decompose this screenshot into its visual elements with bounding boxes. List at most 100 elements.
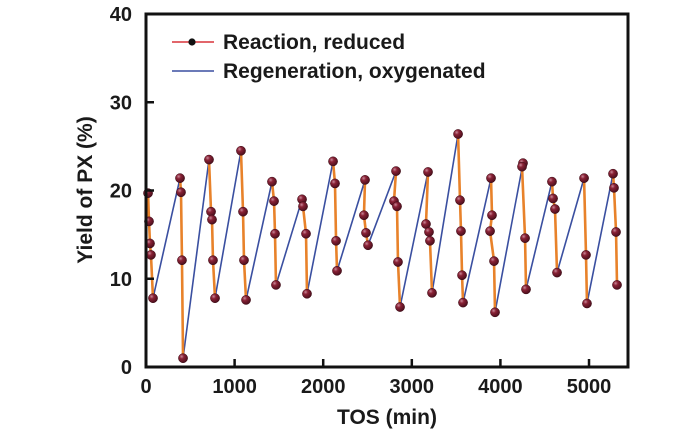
y-tick-label: 10: [110, 269, 132, 291]
legend-reaction-marker: [188, 38, 196, 46]
legend-item-reaction: Reaction, reduced: [172, 31, 405, 54]
reaction-data-point: [547, 176, 557, 187]
reaction-data-point: [146, 250, 156, 260]
reaction-data-point: [487, 210, 497, 221]
reaction-data-point: [330, 178, 340, 189]
reaction-line-segment: [488, 178, 497, 313]
reaction-line-segment: [550, 181, 559, 273]
reaction-line-segment: [392, 170, 402, 308]
reaction-data-point: [608, 168, 618, 179]
regeneration-line-segment: [214, 150, 242, 299]
reaction-data-point: [270, 228, 280, 239]
reaction-data-point: [360, 175, 370, 185]
reaction-data-point: [359, 210, 369, 221]
reaction-line-segment: [611, 173, 619, 285]
reaction-data-point: [361, 228, 371, 238]
reaction-data-point: [148, 293, 158, 304]
reaction-line-segment: [270, 181, 278, 285]
reaction-data-point: [301, 228, 311, 239]
x-tick-label: 0: [140, 376, 151, 398]
y-tick-label: 40: [110, 4, 132, 26]
reaction-data-point: [395, 302, 405, 312]
reaction-data-point: [458, 297, 468, 308]
reaction-data-point: [427, 288, 437, 298]
regeneration-line-segment: [494, 162, 524, 313]
reaction-line-segment: [300, 199, 309, 294]
reaction-data-point: [393, 257, 403, 267]
reaction-data-point: [271, 280, 281, 290]
reaction-line-segment: [520, 162, 528, 290]
reaction-data-point: [486, 173, 496, 183]
y-tick-label: 30: [110, 92, 132, 114]
reaction-data-point: [267, 176, 277, 187]
y-tick-label: 20: [110, 181, 132, 203]
legend-label-regeneration: Regeneration, oxygenated: [223, 60, 486, 83]
reaction-line-segment: [362, 179, 370, 246]
x-tick-label: 3000: [390, 376, 435, 398]
regeneration-line-segment: [336, 179, 366, 272]
x-tick-label: 2000: [301, 376, 346, 398]
reaction-data-point: [520, 233, 530, 244]
regeneration-line-segment: [152, 177, 181, 299]
reaction-data-point: [423, 167, 433, 177]
reaction-data-point: [579, 173, 589, 183]
y-tick-label: 0: [121, 357, 132, 379]
reaction-data-point: [328, 156, 338, 167]
regeneration-line-segment: [399, 171, 429, 308]
reaction-data-point: [485, 226, 495, 236]
regeneration-line-segment: [245, 181, 273, 301]
reaction-data-point: [332, 265, 342, 276]
reaction-data-point: [490, 307, 500, 318]
reaction-data-point: [548, 193, 558, 204]
reaction-data-point: [331, 235, 341, 246]
reaction-data-point: [392, 201, 402, 212]
reaction-line-segment: [178, 178, 185, 359]
legend-item-regeneration: Regeneration, oxygenated: [172, 60, 486, 83]
reaction-data-point: [178, 353, 188, 364]
y-axis-ticks: 0 10 20 30 40: [110, 4, 154, 379]
reaction-data-point: [269, 196, 279, 206]
regeneration-line-segment: [431, 133, 459, 293]
reaction-data-point: [298, 201, 308, 212]
legend: Reaction, reduced Regeneration, oxygenat…: [172, 31, 486, 83]
reaction-data-point: [208, 255, 218, 266]
regeneration-line-segment: [462, 177, 492, 303]
reaction-line-segment: [331, 161, 339, 271]
reaction-data-point: [391, 166, 401, 176]
reaction-data-point: [609, 183, 619, 193]
reaction-data-point: [456, 226, 466, 236]
reaction-data-point: [176, 187, 186, 198]
reaction-data-point: [489, 256, 499, 266]
reaction-data-point: [582, 298, 592, 309]
reaction-series: [146, 133, 619, 359]
reaction-data-point: [611, 227, 621, 237]
legend-label-reaction: Reaction, reduced: [223, 31, 405, 54]
x-tick-label: 4000: [478, 376, 523, 398]
reaction-data-point: [302, 288, 312, 299]
regeneration-line-segment: [275, 199, 303, 286]
reaction-data-point: [424, 227, 434, 237]
reaction-data-point: [207, 214, 217, 225]
reaction-data-point: [236, 145, 246, 156]
reaction-data-point: [455, 195, 465, 206]
reaction-data-point: [425, 235, 435, 246]
reaction-data-point: [612, 280, 622, 290]
regeneration-line-segment: [367, 170, 397, 246]
x-tick-label: 5000: [567, 376, 612, 398]
reaction-data-point: [517, 161, 527, 172]
reaction-markers: [143, 129, 622, 364]
reaction-data-point: [175, 173, 185, 183]
reaction-data-point: [550, 204, 560, 214]
reaction-data-point: [204, 154, 214, 165]
reaction-data-point: [210, 293, 220, 304]
x-tick-label: 1000: [212, 376, 257, 398]
x-axis-ticks: 0 1000 2000 3000 4000 5000: [140, 359, 611, 398]
regeneration-line-segment: [182, 159, 210, 359]
x-axis-label: TOS (min): [337, 406, 437, 429]
regeneration-line-segment: [525, 181, 553, 290]
reaction-line-segment: [207, 159, 217, 299]
regeneration-line-segment: [306, 161, 334, 294]
reaction-data-point: [453, 129, 463, 139]
reaction-data-point: [363, 240, 373, 251]
